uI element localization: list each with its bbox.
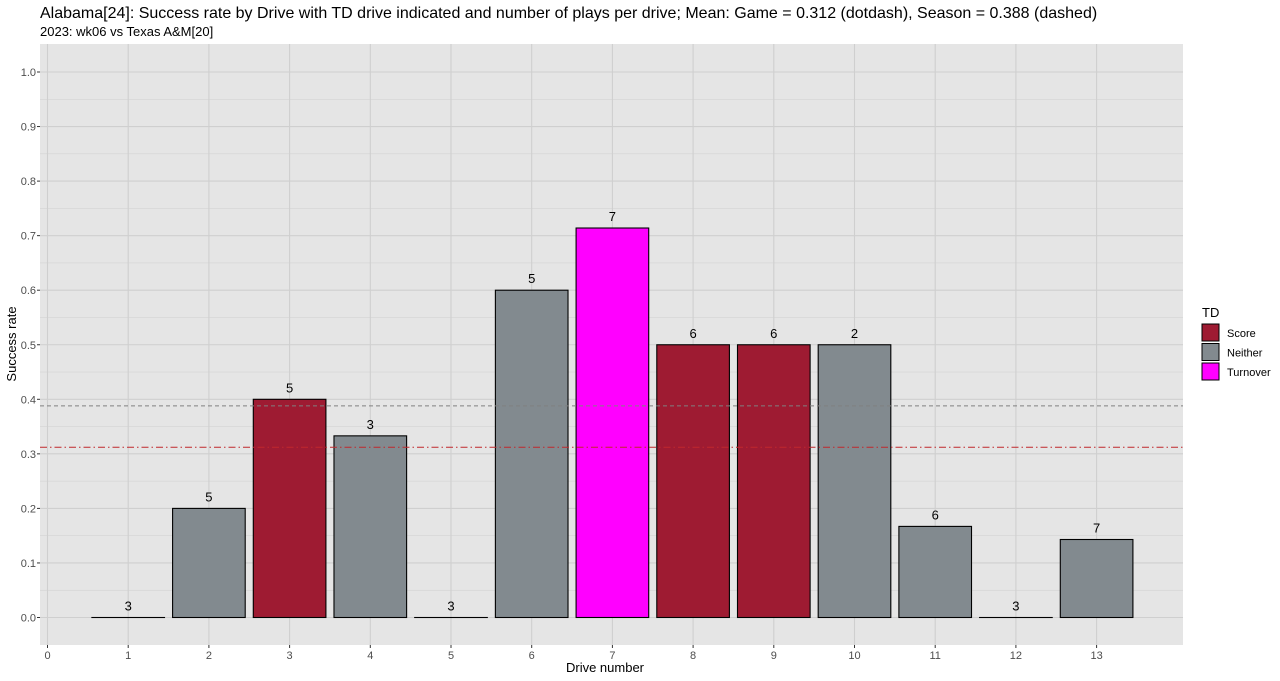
- bar-label-drive-1: 3: [125, 599, 132, 614]
- x-tick-label: 11: [929, 650, 940, 662]
- bar-drive-2: [172, 507, 246, 619]
- x-tick-label: 3: [287, 650, 293, 662]
- y-axis-ticks: 0.0 0.1 0.2 0.3 0.4 0.5 0.6 0.7 0.8 0.9 1.0: [21, 67, 40, 625]
- legend-label-neither: Neither: [1227, 348, 1263, 360]
- chart-subtitle: 2023: wk06 vs Texas A&M[20]: [40, 24, 213, 39]
- bar-label-drive-13: 7: [1093, 520, 1100, 535]
- bars: [91, 227, 1134, 619]
- x-tick-label: 7: [609, 650, 615, 662]
- x-tick-label: 5: [448, 650, 454, 662]
- x-tick-label: 8: [690, 650, 696, 662]
- y-tick-label: 0.5: [21, 340, 36, 352]
- y-tick-label: 0.8: [21, 176, 36, 188]
- x-tick-label: 13: [1090, 650, 1102, 662]
- bar-drive-11: [898, 525, 973, 619]
- x-tick-label: 12: [1010, 650, 1022, 662]
- x-tick-label: 2: [206, 650, 212, 662]
- bar-labels: 3 5 5 3 3 5 7 6 6 2 6 3 7: [125, 209, 1101, 613]
- y-tick-label: 0.1: [21, 558, 36, 570]
- x-tick-label: 1: [125, 650, 131, 662]
- y-axis-title: Success rate: [4, 306, 19, 381]
- chart-title: Alabama[24]: Success rate by Drive with …: [40, 5, 1097, 22]
- legend-label-score: Score: [1227, 328, 1256, 340]
- bar-drive-8: [656, 344, 730, 619]
- x-tick-label: 10: [848, 650, 860, 662]
- y-tick-label: 0.3: [21, 449, 36, 461]
- bar-label-drive-12: 3: [1012, 599, 1019, 614]
- legend-label-turnover: Turnover: [1227, 367, 1271, 379]
- bar-drive-10: [817, 344, 892, 619]
- y-tick-label: 1.0: [21, 67, 36, 79]
- bar-drive-9: [736, 344, 811, 619]
- y-tick-label: 0.2: [21, 503, 36, 515]
- y-tick-label: 0.4: [21, 394, 36, 406]
- y-tick-label: 0.0: [21, 613, 36, 625]
- x-tick-label: 0: [44, 650, 50, 662]
- legend-key-turnover: [1201, 362, 1220, 381]
- x-tick-label: 9: [771, 650, 777, 662]
- bar-label-drive-8: 6: [689, 326, 696, 341]
- legend-key-neither: [1201, 343, 1220, 361]
- bar-label-drive-2: 5: [205, 489, 212, 504]
- bar-label-drive-4: 3: [367, 417, 374, 432]
- x-tick-label: 4: [367, 650, 373, 662]
- bar-drive-3: [252, 398, 327, 619]
- bar-label-drive-5: 3: [447, 599, 454, 614]
- bar-drive-13: [1059, 538, 1134, 619]
- y-tick-label: 0.6: [21, 285, 36, 297]
- x-axis-ticks: 0 1 2 3 4 5 6 7 8 9 10 11 12 13: [44, 645, 1103, 662]
- reference-lines: [40, 405, 1183, 448]
- bar-label-drive-9: 6: [770, 326, 777, 341]
- bar-label-drive-3: 5: [286, 380, 293, 395]
- bar-label-drive-11: 6: [932, 507, 939, 522]
- legend-title: TD: [1202, 305, 1219, 320]
- bar-drive-7: [575, 227, 650, 619]
- bar-label-drive-6: 5: [528, 271, 535, 286]
- x-tick-label: 6: [529, 650, 535, 662]
- bar-drive-6: [494, 289, 569, 619]
- x-axis-title: Drive number: [566, 660, 645, 675]
- legend-key-score: [1201, 323, 1220, 342]
- bar-drive-4: [333, 435, 408, 619]
- y-tick-label: 0.7: [21, 231, 36, 243]
- bar-label-drive-10: 2: [851, 326, 858, 341]
- legend: TD Score Neither Turnover: [1201, 305, 1271, 381]
- y-tick-label: 0.9: [21, 122, 36, 134]
- bar-label-drive-7: 7: [609, 209, 616, 224]
